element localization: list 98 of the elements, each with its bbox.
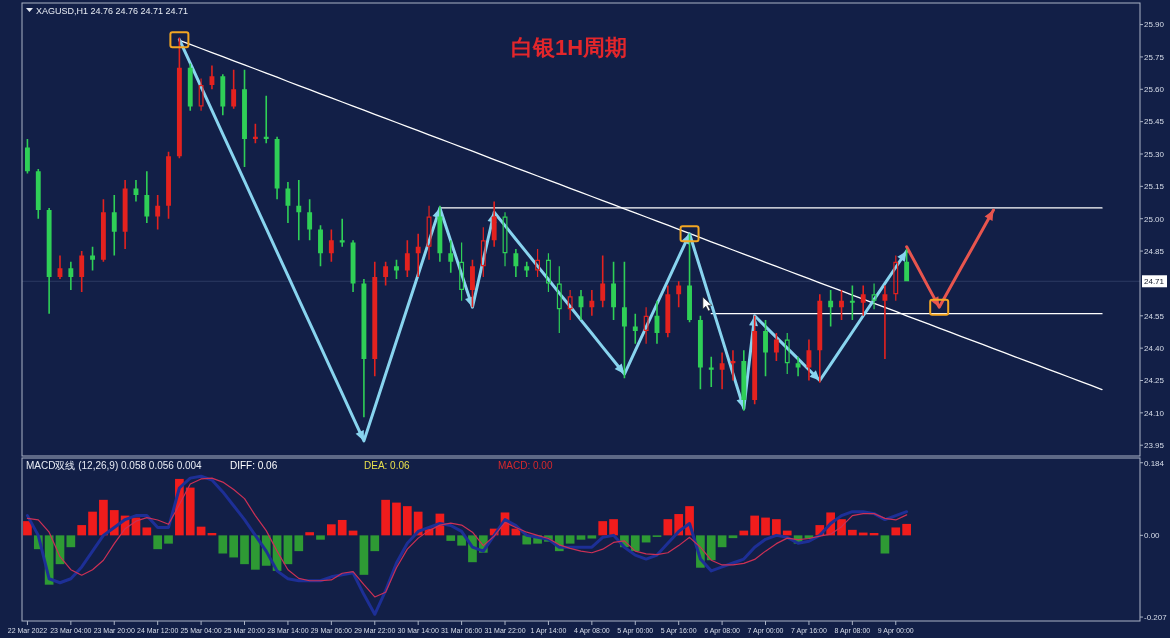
chart-subtitle: XAGUSD,H1 24.76 24.76 24.71 24.71 xyxy=(36,6,189,16)
candlestick xyxy=(545,252,551,293)
candlestick xyxy=(198,77,204,112)
y-tick-label: 25.15 xyxy=(1144,182,1165,192)
candlestick xyxy=(111,194,117,256)
candlestick xyxy=(144,171,150,224)
candlestick xyxy=(719,352,725,390)
candlestick xyxy=(296,179,302,241)
candlestick xyxy=(589,289,595,316)
bar xyxy=(392,502,401,536)
bar xyxy=(359,535,369,575)
candlestick xyxy=(643,306,649,345)
candlestick xyxy=(730,350,736,381)
bar xyxy=(446,535,456,541)
y-tick-label: 24.55 xyxy=(1144,311,1165,321)
y-tick-label: 0.184 xyxy=(1144,458,1165,468)
bar xyxy=(185,487,195,536)
bar xyxy=(251,535,260,570)
y-tick-label: 25.00 xyxy=(1144,214,1165,224)
candlestick xyxy=(480,226,486,278)
bar xyxy=(891,527,901,536)
candlestick xyxy=(795,356,801,377)
text: 白银1H周期 xyxy=(510,35,628,60)
bar xyxy=(240,535,249,565)
bar xyxy=(598,521,608,536)
bar xyxy=(23,521,32,536)
bar xyxy=(99,499,108,536)
bar xyxy=(381,499,390,536)
candlestick xyxy=(524,261,530,277)
candlestick xyxy=(339,218,345,247)
bar xyxy=(402,506,412,536)
candlestick xyxy=(632,313,638,344)
annotation: DEA: 0.06 xyxy=(364,460,411,471)
bar xyxy=(706,535,716,561)
y-tick-label: 25.45 xyxy=(1144,117,1165,127)
candlestick xyxy=(502,211,508,267)
bar xyxy=(305,532,314,536)
bar xyxy=(902,523,911,536)
candlestick xyxy=(535,248,541,278)
candlestick xyxy=(860,285,866,316)
bar xyxy=(283,535,293,565)
bar xyxy=(880,535,890,554)
candlestick xyxy=(600,255,606,308)
bar xyxy=(316,535,325,540)
bar xyxy=(750,515,760,536)
bar xyxy=(728,535,738,539)
bar xyxy=(565,535,575,544)
bar xyxy=(164,535,173,544)
bar xyxy=(77,525,87,536)
annotation: MACD: 0.00 xyxy=(498,460,553,471)
candlestick xyxy=(556,265,562,334)
y-tick-label: 25.60 xyxy=(1144,85,1165,95)
y-tick-label: 24.25 xyxy=(1144,376,1165,386)
bar xyxy=(848,529,857,536)
bar xyxy=(370,535,380,552)
y-tick-label: -0.207 xyxy=(1144,612,1168,622)
candlestick xyxy=(871,282,877,310)
candlestick xyxy=(415,233,421,277)
annotation: DIFF: 0.06 xyxy=(230,460,278,471)
bar xyxy=(609,519,618,536)
bar xyxy=(88,511,97,536)
candlestick xyxy=(893,254,899,302)
bar xyxy=(587,535,597,539)
bar xyxy=(218,535,228,554)
y-tick-label: 25.30 xyxy=(1144,149,1165,159)
y-tick-label: 24.40 xyxy=(1144,343,1165,353)
bar xyxy=(772,519,781,536)
candlestick xyxy=(806,339,812,381)
bar xyxy=(229,535,238,558)
candlestick xyxy=(459,241,465,302)
bar xyxy=(717,535,727,548)
bar xyxy=(337,519,347,536)
candlestick xyxy=(426,205,432,261)
y-tick-label: 25.90 xyxy=(1144,20,1165,30)
y-tick-label: 25.75 xyxy=(1144,52,1165,62)
y-tick-label: 0.00 xyxy=(1144,531,1161,541)
bar xyxy=(630,535,640,552)
candlestick xyxy=(784,332,790,375)
candlestick xyxy=(68,261,74,290)
candlestick xyxy=(448,240,454,273)
bar xyxy=(327,524,336,536)
chart-title: MACD双线 (12,26,9) 0.058 0.056 0.004 xyxy=(26,460,203,471)
ref-line-label: 24.71 xyxy=(1144,277,1165,287)
bar xyxy=(153,535,163,550)
candlestick xyxy=(263,95,269,144)
candlestick xyxy=(882,285,888,359)
bar xyxy=(641,535,651,543)
bar xyxy=(576,535,586,540)
y-tick-label: 24.10 xyxy=(1144,408,1165,418)
bar xyxy=(66,535,76,548)
bar xyxy=(294,535,304,552)
bar xyxy=(663,519,673,536)
candlestick xyxy=(567,289,573,321)
y-tick-label: 24.85 xyxy=(1144,246,1165,256)
y-tick-label: 23.95 xyxy=(1144,441,1165,451)
bar xyxy=(142,527,152,536)
candlestick xyxy=(708,356,714,387)
bar xyxy=(761,517,770,536)
